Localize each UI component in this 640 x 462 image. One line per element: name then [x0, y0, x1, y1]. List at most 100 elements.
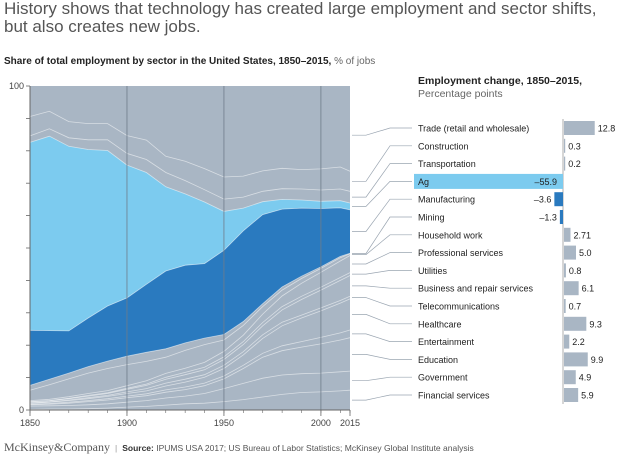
- band-boundary-manufacturing: [29, 207, 351, 332]
- bar-value-label-government: 4.9: [579, 373, 592, 383]
- bar-category-label-professional-services: Professional services: [418, 248, 504, 258]
- x-tick-label-1950: 1950: [214, 418, 234, 428]
- x-tick-label-2015: 2015: [340, 418, 360, 428]
- area-government: [30, 371, 350, 410]
- connector-healthcare: [352, 314, 412, 325]
- bar-value-label-manufacturing: –3.6: [534, 195, 552, 205]
- subtitle-main: Share of total employment by sector in t…: [4, 56, 332, 67]
- area-household-work: [30, 253, 350, 401]
- chart-subtitle: Share of total employment by sector in t…: [4, 56, 375, 67]
- bar-value-label-business-and-repair-services: 6.1: [582, 284, 595, 294]
- subtitle-unit: % of jobs: [334, 56, 376, 67]
- bar-value-label-transportation: 0.2: [568, 159, 581, 169]
- connector-mining: [352, 216, 412, 254]
- bar-value-label-telecommunications: 0.7: [569, 302, 582, 312]
- area-business-and-repair-services: [30, 275, 350, 403]
- connector-government: [352, 376, 412, 382]
- band-boundary-transportation: [29, 128, 351, 200]
- connector-construction: [352, 145, 412, 182]
- connector-professional-services: [352, 252, 412, 265]
- band-boundary-construction: [29, 110, 351, 178]
- band-boundary-business-and-repair-services: [29, 275, 351, 403]
- area-construction: [30, 111, 350, 200]
- source-label: Source:: [122, 443, 154, 453]
- band-boundary-household-work: [29, 253, 351, 391]
- area-healthcare: [30, 298, 350, 405]
- change-title-line2: Percentage points: [418, 88, 503, 100]
- band-boundary-financial-services: [29, 389, 351, 410]
- bar-education: [564, 352, 588, 367]
- area-trade-retail-and-wholesale: [30, 86, 350, 177]
- bar-category-label-transportation: Transportation: [418, 159, 476, 169]
- bar-agriculture: [428, 174, 563, 189]
- y-tick-label-0: 0: [19, 405, 24, 415]
- x-tick-label-2000: 2000: [311, 418, 331, 428]
- connector-telecommunications: [352, 297, 412, 307]
- connector-financial-services: [352, 394, 412, 401]
- connector-manufacturing: [352, 198, 412, 232]
- y-tick-label-100: 100: [9, 81, 24, 91]
- bar-value-label-agriculture: –55.9: [534, 177, 557, 187]
- band-boundary-education: [29, 337, 351, 406]
- change-title-line1: Employment change, 1850–2015,: [418, 75, 582, 87]
- bar-household-work: [564, 227, 571, 242]
- source-text: IPUMS USA 2017; US Bureau of Labor Stati…: [156, 443, 474, 453]
- bar-value-label-education: 9.9: [591, 355, 604, 365]
- bar-value-label-entertainment: 2.2: [572, 337, 585, 347]
- bar-manufacturing: [554, 192, 563, 207]
- area-agriculture: [30, 136, 350, 331]
- bar-value-label-professional-services: 5.0: [579, 248, 592, 258]
- band-boundary-government: [29, 370, 351, 407]
- bar-healthcare: [564, 316, 587, 331]
- connector-agriculture: [352, 181, 412, 207]
- brand-logo: McKinsey&Company: [4, 440, 110, 454]
- band-boundary-utilities: [29, 272, 351, 402]
- headline: History shows that technology has create…: [4, 0, 597, 36]
- bar-category-label-entertainment: Entertainment: [418, 337, 475, 347]
- bar-business-and-repair-services: [564, 281, 579, 296]
- connector-entertainment: [352, 333, 412, 342]
- bar-category-label-education: Education: [418, 355, 458, 365]
- x-tick-label-1900: 1900: [117, 418, 137, 428]
- bar-construction: [564, 138, 566, 153]
- bar-category-label-manufacturing: Manufacturing: [418, 195, 475, 205]
- bar-category-label-business-and-repair-services: Business and repair services: [418, 284, 534, 294]
- bar-value-label-healthcare: 9.3: [589, 319, 602, 329]
- connector-business-and-repair-services: [352, 285, 412, 289]
- bar-transportation: [564, 156, 566, 171]
- footer-separator: |: [115, 443, 118, 453]
- bar-value-label-household-work: 2.71: [574, 230, 592, 240]
- connector-utilities: [352, 270, 412, 275]
- change-panel-title: Employment change, 1850–2015, Percentage…: [418, 75, 582, 101]
- bar-value-label-financial-services: 5.9: [581, 391, 594, 401]
- band-boundary-agriculture: [29, 135, 351, 212]
- bar-category-label-healthcare: Healthcare: [418, 319, 462, 329]
- x-tick-label-1850: 1850: [20, 418, 40, 428]
- bar-value-label-mining: –1.3: [539, 213, 557, 223]
- area-mining: [30, 253, 350, 391]
- footer: McKinsey&Company | Source: IPUMS USA 2017;…: [4, 440, 474, 455]
- bar-category-label-trade-retail-and-wholesale: Trade (retail and wholesale): [418, 124, 529, 134]
- bar-category-label-utilities: Utilities: [418, 266, 448, 276]
- bar-financial-services: [564, 388, 579, 402]
- connector-education: [352, 354, 412, 360]
- band-boundary-telecommunications: [29, 295, 351, 404]
- bar-mining: [559, 210, 563, 224]
- bar-value-label-utilities: 0.8: [569, 266, 582, 276]
- connector-trade-retail-and-wholesale: [352, 127, 412, 136]
- bar-entertainment: [564, 334, 570, 349]
- bar-telecommunications: [564, 299, 566, 313]
- bar-value-label-trade-retail-and-wholesale: 12.8: [598, 124, 616, 134]
- area-manufacturing: [30, 207, 350, 386]
- band-boundary-entertainment: [29, 329, 351, 405]
- bar-professional-services: [564, 245, 576, 260]
- bar-value-label-construction: 0.3: [568, 141, 581, 151]
- area-transportation: [30, 128, 350, 212]
- band-boundary-mining: [29, 252, 351, 386]
- connector-household-work: [352, 234, 412, 255]
- bar-category-label-government: Government: [418, 373, 468, 383]
- band-boundary-professional-services: [29, 255, 351, 401]
- bar-utilities: [564, 263, 566, 278]
- bar-trade-retail-and-wholesale: [564, 121, 595, 135]
